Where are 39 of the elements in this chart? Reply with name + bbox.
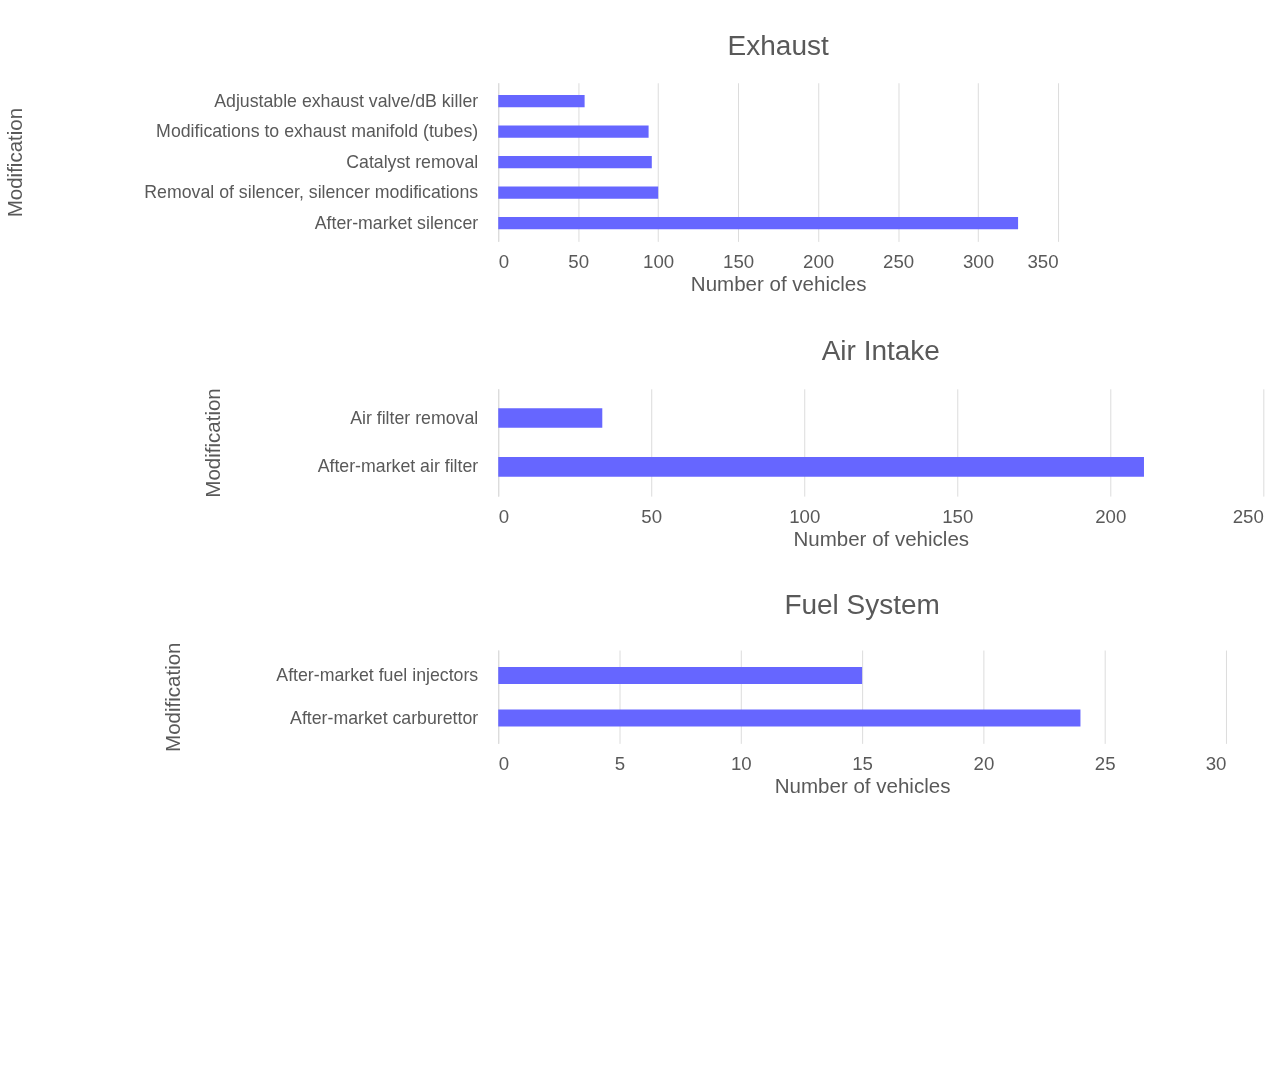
y-tick-label: After-market air filter bbox=[317, 456, 479, 477]
y-tick-label: After-market silencer bbox=[314, 212, 479, 233]
x-tick-label: 250 bbox=[883, 251, 915, 273]
x-axis-title: Number of vehicles bbox=[793, 527, 970, 551]
x-tick-label: 200 bbox=[1095, 505, 1127, 527]
y-tick-label: Catalyst removal bbox=[346, 151, 479, 172]
x-axis-title: Number of vehicles bbox=[774, 774, 951, 798]
x-tick-label: 5 bbox=[614, 752, 626, 774]
y-tick-label: Modifications to exhaust manifold (tubes) bbox=[156, 121, 479, 142]
x-tick-label: 100 bbox=[789, 505, 821, 527]
chart-title: Exhaust bbox=[727, 29, 829, 61]
x-tick-label: 15 bbox=[852, 752, 873, 774]
y-axis-title: Modification bbox=[3, 107, 27, 218]
y-tick-label: Adjustable exhaust valve/dB killer bbox=[214, 90, 479, 111]
x-tick-label: 350 bbox=[1027, 251, 1059, 273]
x-tick-label: 50 bbox=[641, 505, 663, 527]
x-tick-label: 300 bbox=[962, 251, 995, 273]
x-tick-label: 150 bbox=[723, 251, 755, 273]
y-tick-label: After-market carburettor bbox=[290, 707, 479, 728]
y-tick-label: Removal of silencer, silencer modifications bbox=[144, 182, 479, 203]
y-tick-label: After-market fuel injectors bbox=[276, 665, 479, 686]
y-axis-title: Modification bbox=[161, 642, 185, 752]
x-tick-label: 0 bbox=[498, 752, 510, 774]
chart-title: Fuel System bbox=[784, 588, 940, 620]
chart-title: Air Intake bbox=[821, 334, 940, 366]
x-tick-label: 25 bbox=[1094, 752, 1116, 774]
y-axis-title: Modification bbox=[200, 388, 224, 498]
y-tick-label: Air filter removal bbox=[350, 407, 479, 428]
x-tick-label: 200 bbox=[803, 251, 835, 273]
x-tick-label: 100 bbox=[643, 251, 675, 273]
x-tick-label: 250 bbox=[1232, 505, 1264, 527]
x-tick-label: 150 bbox=[942, 505, 974, 527]
x-tick-label: 30 bbox=[1205, 752, 1227, 774]
x-tick-label: 20 bbox=[973, 752, 995, 774]
x-tick-label: 10 bbox=[730, 752, 752, 774]
x-tick-label: 0 bbox=[498, 505, 510, 527]
x-axis-title: Number of vehicles bbox=[690, 272, 867, 296]
x-tick-label: 50 bbox=[568, 251, 590, 273]
x-tick-label: 0 bbox=[498, 251, 510, 273]
